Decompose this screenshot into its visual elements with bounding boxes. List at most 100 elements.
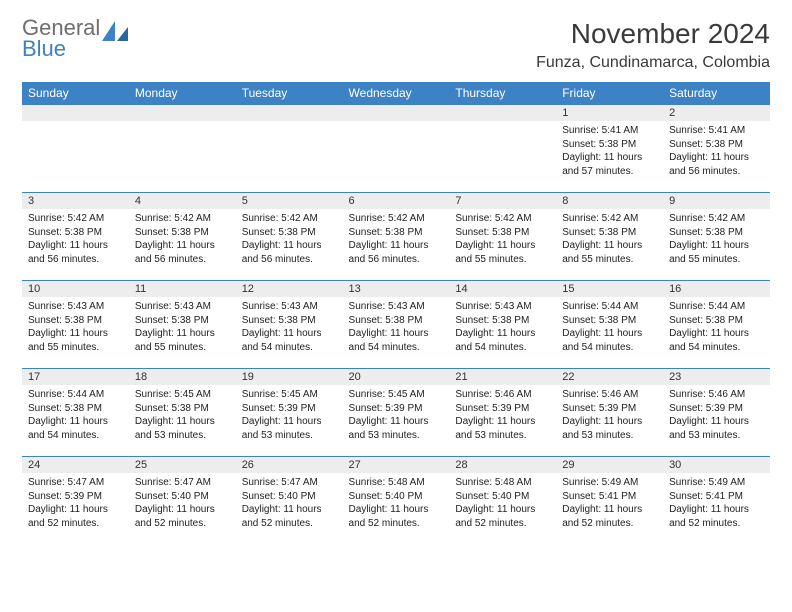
location-label: Funza, Cundinamarca, Colombia — [536, 54, 770, 72]
weekday-header: Thursday — [449, 82, 556, 105]
sunset-line: Sunset: 5:40 PM — [455, 490, 550, 504]
daylight-line: Daylight: 11 hours and 54 minutes. — [669, 327, 764, 354]
daylight-line: Daylight: 11 hours and 56 minutes. — [242, 239, 337, 266]
calendar-cell: 15Sunrise: 5:44 AMSunset: 5:38 PMDayligh… — [556, 281, 663, 369]
calendar-body: 1Sunrise: 5:41 AMSunset: 5:38 PMDaylight… — [22, 105, 770, 545]
sunset-line: Sunset: 5:38 PM — [135, 314, 230, 328]
sunrise-line: Sunrise: 5:43 AM — [135, 300, 230, 314]
day-number: 11 — [129, 281, 236, 297]
daylight-line: Daylight: 11 hours and 53 minutes. — [135, 415, 230, 442]
day-content: Sunrise: 5:41 AMSunset: 5:38 PMDaylight:… — [663, 121, 770, 181]
daylight-line: Daylight: 11 hours and 56 minutes. — [28, 239, 123, 266]
calendar-cell: 13Sunrise: 5:43 AMSunset: 5:38 PMDayligh… — [343, 281, 450, 369]
calendar-cell: 11Sunrise: 5:43 AMSunset: 5:38 PMDayligh… — [129, 281, 236, 369]
day-number: 8 — [556, 193, 663, 209]
sunrise-line: Sunrise: 5:47 AM — [135, 476, 230, 490]
sunrise-line: Sunrise: 5:41 AM — [669, 124, 764, 138]
sunrise-line: Sunrise: 5:44 AM — [562, 300, 657, 314]
sunrise-line: Sunrise: 5:41 AM — [562, 124, 657, 138]
calendar-cell: 25Sunrise: 5:47 AMSunset: 5:40 PMDayligh… — [129, 457, 236, 545]
daylight-line: Daylight: 11 hours and 54 minutes. — [242, 327, 337, 354]
sunrise-line: Sunrise: 5:43 AM — [242, 300, 337, 314]
sunrise-line: Sunrise: 5:45 AM — [135, 388, 230, 402]
weekday-header: Monday — [129, 82, 236, 105]
sunset-line: Sunset: 5:38 PM — [349, 314, 444, 328]
weekday-header: Wednesday — [343, 82, 450, 105]
day-number: 22 — [556, 369, 663, 385]
calendar-cell: 29Sunrise: 5:49 AMSunset: 5:41 PMDayligh… — [556, 457, 663, 545]
daylight-line: Daylight: 11 hours and 56 minutes. — [669, 151, 764, 178]
daylight-line: Daylight: 11 hours and 53 minutes. — [562, 415, 657, 442]
day-content: Sunrise: 5:49 AMSunset: 5:41 PMDaylight:… — [663, 473, 770, 533]
day-number: 20 — [343, 369, 450, 385]
calendar-cell: 8Sunrise: 5:42 AMSunset: 5:38 PMDaylight… — [556, 193, 663, 281]
daylight-line: Daylight: 11 hours and 56 minutes. — [349, 239, 444, 266]
day-content: Sunrise: 5:43 AMSunset: 5:38 PMDaylight:… — [236, 297, 343, 357]
daylight-line: Daylight: 11 hours and 55 minutes. — [28, 327, 123, 354]
sunrise-line: Sunrise: 5:42 AM — [349, 212, 444, 226]
sunrise-line: Sunrise: 5:42 AM — [135, 212, 230, 226]
sunrise-line: Sunrise: 5:48 AM — [349, 476, 444, 490]
day-number: 9 — [663, 193, 770, 209]
sunrise-line: Sunrise: 5:46 AM — [562, 388, 657, 402]
day-number: 17 — [22, 369, 129, 385]
calendar-cell: 20Sunrise: 5:45 AMSunset: 5:39 PMDayligh… — [343, 369, 450, 457]
calendar-cell: 22Sunrise: 5:46 AMSunset: 5:39 PMDayligh… — [556, 369, 663, 457]
daylight-line: Daylight: 11 hours and 54 minutes. — [28, 415, 123, 442]
day-content: Sunrise: 5:42 AMSunset: 5:38 PMDaylight:… — [129, 209, 236, 269]
daylight-line: Daylight: 11 hours and 55 minutes. — [455, 239, 550, 266]
calendar-cell: 6Sunrise: 5:42 AMSunset: 5:38 PMDaylight… — [343, 193, 450, 281]
calendar-row: 17Sunrise: 5:44 AMSunset: 5:38 PMDayligh… — [22, 369, 770, 457]
day-content: Sunrise: 5:42 AMSunset: 5:38 PMDaylight:… — [343, 209, 450, 269]
calendar-table: Sunday Monday Tuesday Wednesday Thursday… — [22, 82, 770, 545]
calendar-cell: 4Sunrise: 5:42 AMSunset: 5:38 PMDaylight… — [129, 193, 236, 281]
sunset-line: Sunset: 5:40 PM — [135, 490, 230, 504]
daylight-line: Daylight: 11 hours and 53 minutes. — [349, 415, 444, 442]
sunset-line: Sunset: 5:38 PM — [242, 314, 337, 328]
day-content: Sunrise: 5:43 AMSunset: 5:38 PMDaylight:… — [129, 297, 236, 357]
day-number: 14 — [449, 281, 556, 297]
day-number: 6 — [343, 193, 450, 209]
day-number: 15 — [556, 281, 663, 297]
calendar-cell — [236, 105, 343, 193]
brand-logo: General Blue — [22, 18, 128, 60]
sunrise-line: Sunrise: 5:42 AM — [562, 212, 657, 226]
calendar-page: General Blue November 2024 Funza, Cundin… — [0, 0, 792, 563]
day-number: 28 — [449, 457, 556, 473]
calendar-cell — [343, 105, 450, 193]
daylight-line: Daylight: 11 hours and 52 minutes. — [28, 503, 123, 530]
sunset-line: Sunset: 5:38 PM — [562, 138, 657, 152]
day-content: Sunrise: 5:44 AMSunset: 5:38 PMDaylight:… — [556, 297, 663, 357]
weekday-header: Sunday — [22, 82, 129, 105]
daylight-line: Daylight: 11 hours and 52 minutes. — [669, 503, 764, 530]
day-number: 21 — [449, 369, 556, 385]
daylight-line: Daylight: 11 hours and 56 minutes. — [135, 239, 230, 266]
sail-icon — [102, 21, 128, 43]
daylight-line: Daylight: 11 hours and 53 minutes. — [242, 415, 337, 442]
calendar-row: 24Sunrise: 5:47 AMSunset: 5:39 PMDayligh… — [22, 457, 770, 545]
calendar-cell: 17Sunrise: 5:44 AMSunset: 5:38 PMDayligh… — [22, 369, 129, 457]
sunset-line: Sunset: 5:38 PM — [455, 314, 550, 328]
daylight-line: Daylight: 11 hours and 52 minutes. — [349, 503, 444, 530]
day-content: Sunrise: 5:47 AMSunset: 5:40 PMDaylight:… — [236, 473, 343, 533]
day-content: Sunrise: 5:45 AMSunset: 5:38 PMDaylight:… — [129, 385, 236, 445]
calendar-cell: 21Sunrise: 5:46 AMSunset: 5:39 PMDayligh… — [449, 369, 556, 457]
sunset-line: Sunset: 5:40 PM — [349, 490, 444, 504]
sunrise-line: Sunrise: 5:45 AM — [242, 388, 337, 402]
sunset-line: Sunset: 5:38 PM — [562, 314, 657, 328]
sunrise-line: Sunrise: 5:42 AM — [669, 212, 764, 226]
day-content: Sunrise: 5:49 AMSunset: 5:41 PMDaylight:… — [556, 473, 663, 533]
day-number: 1 — [556, 105, 663, 121]
sunrise-line: Sunrise: 5:46 AM — [455, 388, 550, 402]
sunrise-line: Sunrise: 5:47 AM — [28, 476, 123, 490]
calendar-cell: 30Sunrise: 5:49 AMSunset: 5:41 PMDayligh… — [663, 457, 770, 545]
sunset-line: Sunset: 5:38 PM — [242, 226, 337, 240]
day-content: Sunrise: 5:46 AMSunset: 5:39 PMDaylight:… — [663, 385, 770, 445]
daylight-line: Daylight: 11 hours and 53 minutes. — [669, 415, 764, 442]
sunrise-line: Sunrise: 5:49 AM — [562, 476, 657, 490]
sunrise-line: Sunrise: 5:43 AM — [455, 300, 550, 314]
sunrise-line: Sunrise: 5:47 AM — [242, 476, 337, 490]
day-number: 26 — [236, 457, 343, 473]
day-number: 19 — [236, 369, 343, 385]
sunset-line: Sunset: 5:38 PM — [28, 402, 123, 416]
